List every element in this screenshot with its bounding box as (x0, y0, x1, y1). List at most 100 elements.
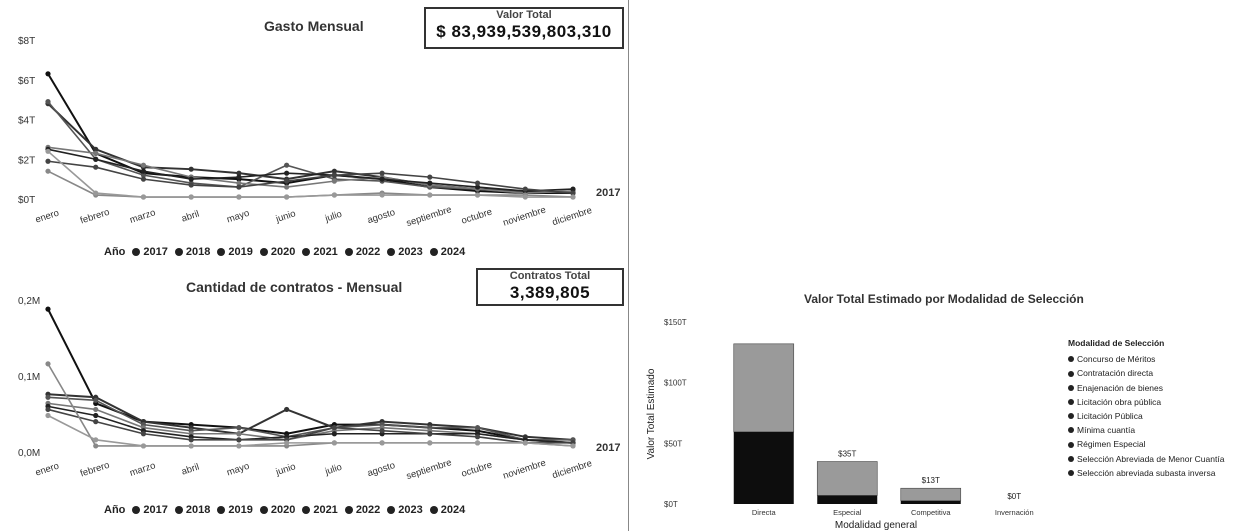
data-point-2022 (331, 425, 337, 431)
data-point-2019 (284, 162, 290, 168)
data-point-2024 (379, 440, 385, 446)
y-tick-label: $8T (18, 36, 35, 47)
data-point-2021 (93, 412, 99, 419)
bar-segment-light (900, 487, 962, 502)
data-point-2022 (45, 158, 51, 164)
data-point-2022 (188, 437, 194, 443)
data-point-2022 (474, 434, 481, 440)
data-point-2022 (236, 184, 242, 190)
legend-item-2024[interactable]: 2024 (429, 504, 465, 516)
data-point-2022 (474, 180, 481, 186)
modalidad-legend-item[interactable]: Selección Abreviada de Menor Cuantía (1068, 452, 1224, 466)
legend-item-2022[interactable]: 2022 (344, 504, 380, 516)
data-point-2021 (93, 156, 99, 162)
legend-dot-icon (217, 506, 226, 514)
legend-item-2020[interactable]: 2020 (259, 246, 295, 258)
x-tick-label: diciembre (551, 205, 594, 228)
data-point-2018 (188, 166, 194, 172)
data-point-2020 (93, 406, 99, 413)
legend-dot-icon (387, 506, 396, 514)
data-point-2021 (570, 186, 576, 192)
series-line-2020 (47, 402, 574, 444)
data-point-2022 (140, 431, 147, 437)
data-point-2022 (93, 419, 99, 425)
data-point-2024 (140, 194, 147, 200)
modalidad-legend-item[interactable]: Licitación obra pública (1068, 395, 1224, 409)
bar-segment-dark (900, 500, 961, 504)
legend-item-2021[interactable]: 2021 (302, 504, 338, 516)
data-point-2021 (379, 176, 385, 182)
data-point-2020 (284, 184, 290, 190)
data-point-2020 (93, 150, 99, 156)
modalidad-legend-item[interactable]: Régimen Especial (1068, 437, 1224, 451)
modalidad-panel: Valor Total Estimado por Modalidad de Se… (636, 282, 1236, 531)
x-tick-label: febrero (79, 207, 111, 227)
modalidad-legend-item[interactable]: Selección abreviada subasta inversa (1068, 466, 1224, 480)
legend-dot-icon (1068, 441, 1074, 448)
modalidad-legend-item[interactable]: Licitación Pública (1068, 409, 1224, 423)
legend-title: Año (104, 246, 126, 258)
legend-item-2019[interactable]: 2019 (217, 504, 253, 516)
legend-item-2018[interactable]: 2018 (174, 246, 210, 258)
legend-item-2017[interactable]: 2017 (132, 246, 168, 258)
legend-item-2023[interactable]: 2023 (387, 504, 423, 516)
contratos-mensual-panel: Cantidad de contratos - Mensual 0,0M 0,1M… (0, 266, 630, 531)
contratos-total-value: 3,389,805 (509, 283, 591, 302)
x-tick-label: diciembre (551, 458, 594, 481)
y-tick-label: $6T (18, 76, 35, 87)
vertical-divider (628, 0, 629, 531)
data-point-2023 (45, 168, 51, 174)
data-point-2024 (522, 440, 528, 446)
x-tick-label: noviembre (502, 205, 548, 229)
x-tick-label: julio (323, 209, 343, 225)
data-point-2024 (45, 412, 51, 419)
data-point-2021 (140, 168, 147, 174)
modalidad-legend-item[interactable]: Enajenación de bienes (1068, 381, 1224, 395)
x-tick-label: Directa (752, 508, 777, 517)
valor-total-value: $ 83,939,539,803,310 (436, 22, 612, 41)
data-point-2024 (379, 192, 385, 198)
x-tick-label: mayo (225, 208, 250, 226)
data-point-2024 (284, 440, 290, 446)
legend-dot-icon (259, 506, 268, 514)
modalidad-legend-item[interactable]: Contratación directa (1068, 366, 1224, 380)
modalidad-chart: Valor Total Estimado Modalidad general $0T… (646, 318, 1034, 531)
x-tick-label: junio (274, 461, 297, 478)
data-point-2018 (331, 168, 337, 174)
modalidad-legend-item[interactable]: Mínima cuantía (1068, 423, 1224, 437)
data-point-2020 (236, 180, 242, 186)
gasto-mensual-chart: $0T $2T $4T $6T $8T enero febrero marzo abril may… (18, 36, 594, 229)
x-tick-label: julio (323, 462, 343, 478)
legend-item-2020[interactable]: 2020 (259, 504, 295, 516)
data-point-2024 (236, 194, 242, 200)
legend-item-2022[interactable]: 2022 (344, 246, 380, 258)
legend-item-2018[interactable]: 2018 (174, 504, 210, 516)
legend-dot-icon (344, 248, 353, 256)
x-tick-label: abril (180, 462, 200, 478)
gasto-mensual-title: Gasto Mensual (264, 18, 364, 34)
data-point-2022 (93, 164, 99, 170)
data-point-2022 (140, 176, 147, 182)
data-point-2022 (236, 437, 242, 443)
legend-item-2023[interactable]: 2023 (387, 246, 423, 258)
series-line-2019 (47, 396, 573, 441)
legend-dot-icon (1068, 427, 1074, 434)
data-point-2022 (379, 428, 385, 434)
data-point-2024 (236, 443, 242, 449)
x-tick-label: septiembre (405, 457, 453, 482)
legend-item-2019[interactable]: 2019 (217, 246, 253, 258)
data-point-2023 (93, 443, 99, 449)
legend-dot-icon (1068, 356, 1074, 363)
data-point-2019 (45, 99, 51, 105)
legend-item-2024[interactable]: 2024 (429, 246, 465, 258)
data-point-2021 (474, 184, 481, 190)
series-line-2022 (47, 408, 573, 444)
series-line-2017 (47, 308, 574, 444)
legend-item-2021[interactable]: 2021 (302, 246, 338, 258)
x-tick-label: marzo (128, 460, 157, 479)
data-point-2019 (474, 425, 481, 431)
data-point-2024 (331, 192, 337, 198)
y-tick-label: $0T (18, 195, 35, 206)
legend-item-2017[interactable]: 2017 (132, 504, 168, 516)
modalidad-legend-item[interactable]: Concurso de Méritos (1068, 352, 1224, 366)
